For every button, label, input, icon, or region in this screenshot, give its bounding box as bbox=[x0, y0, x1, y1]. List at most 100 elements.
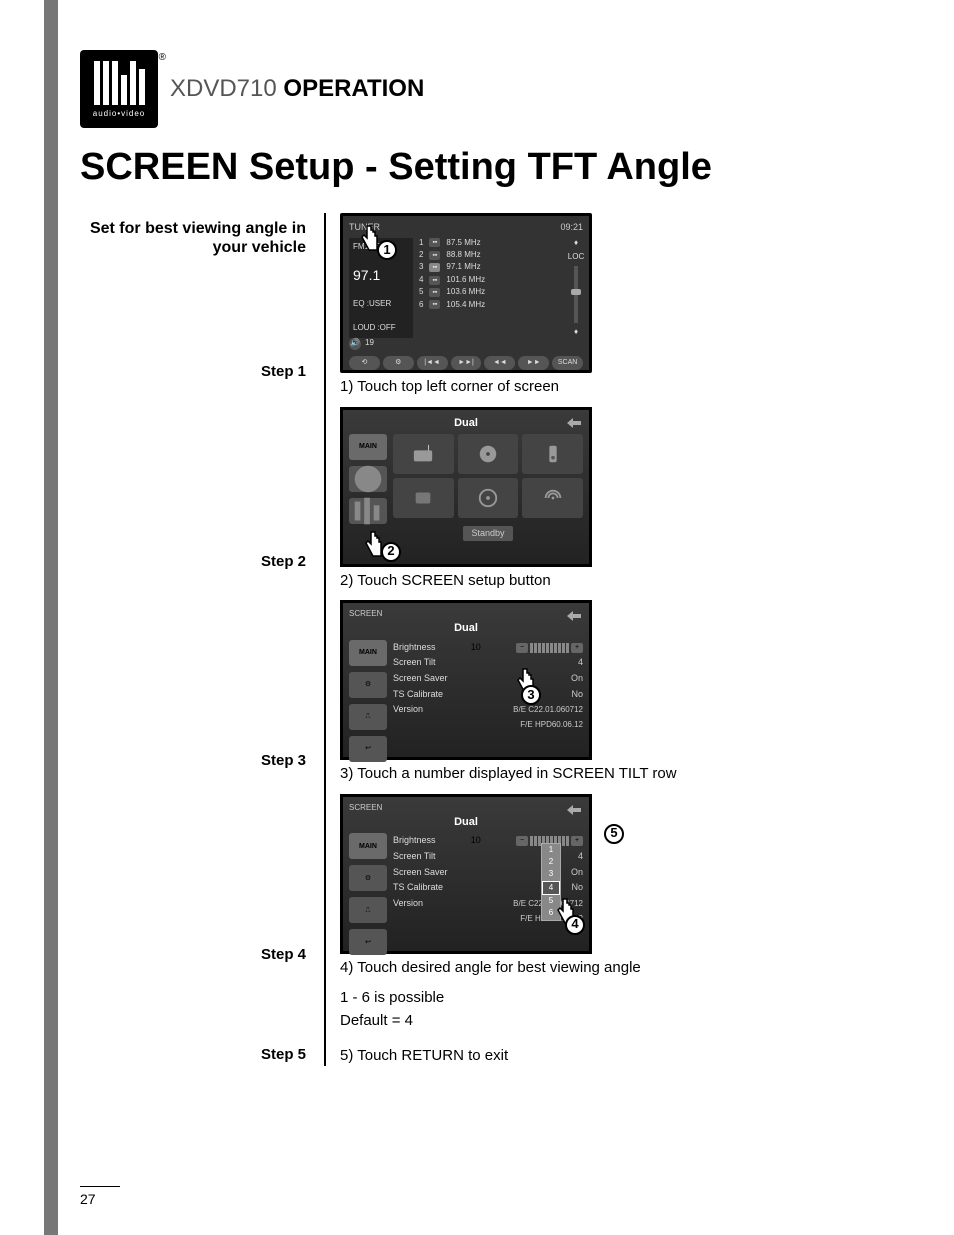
model-number: XDVD710 bbox=[170, 75, 277, 102]
notes: 1 - 6 is possible Default = 4 bbox=[340, 987, 894, 1032]
menu-logo: Dual bbox=[454, 417, 478, 429]
preset-list: 1▪▪87.5 MHz 2▪▪88.8 MHz 3▪▪97.1 MHz 4▪▪1… bbox=[419, 238, 563, 338]
screen-logo: Dual bbox=[349, 621, 583, 635]
step-4-left: Step 4 bbox=[80, 794, 310, 1033]
volume-value: 19 bbox=[365, 338, 374, 348]
step-4-label: Step 4 bbox=[80, 946, 306, 963]
main-menu-screenshot: Dual MAIN Standby bbox=[340, 407, 592, 567]
brightness-value: 10 bbox=[471, 642, 481, 654]
xm-icon bbox=[522, 478, 583, 518]
tuner-clock: 09:21 bbox=[560, 222, 583, 234]
cd-icon bbox=[458, 478, 519, 518]
step-1-label: Step 1 bbox=[80, 363, 306, 380]
version-label: Version bbox=[393, 704, 423, 716]
dropdown-opt-2: 2 bbox=[542, 856, 560, 868]
caption-1: 1) Touch top left corner of screen bbox=[340, 377, 894, 397]
screen-setup-screenshot-1: SCREEN Dual MAIN ⚙⎍↩ Brightness 10 − + bbox=[340, 600, 592, 760]
radio-icon bbox=[393, 434, 454, 474]
standby-label: Standby bbox=[463, 526, 512, 542]
saver-label: Screen Saver bbox=[393, 867, 448, 879]
intro-cell: Set for best viewing angle in your vehic… bbox=[80, 213, 310, 407]
brightness-label: Brightness bbox=[393, 835, 436, 847]
header-title: XDVD710 OPERATION bbox=[170, 75, 424, 103]
main-tab: MAIN bbox=[349, 833, 387, 859]
menu-grid bbox=[393, 434, 583, 518]
version-label: Version bbox=[393, 898, 423, 910]
version-fe: F/E HPD60.06.12 bbox=[397, 720, 583, 730]
screen-logo: Dual bbox=[349, 815, 583, 829]
side-icons: MAIN ⚙⎍↩ bbox=[349, 640, 387, 762]
caption-5: 5) Touch RETURN to exit bbox=[340, 1046, 894, 1066]
callout-5: 5 bbox=[604, 824, 624, 844]
return-icon bbox=[565, 416, 583, 430]
callout-1: 1 bbox=[377, 240, 397, 260]
logo-subtext: audio•video bbox=[93, 109, 146, 118]
preset-1: 87.5 MHz bbox=[446, 238, 480, 248]
separator bbox=[324, 1032, 326, 1066]
page-title: SCREEN Setup - Setting TFT Angle bbox=[80, 146, 894, 189]
tuner-screenshot: TUNER 09:21 FM1 ST 97.1 EQ :USER LOUD :O… bbox=[340, 213, 592, 373]
preset-6: 105.4 MHz bbox=[446, 300, 485, 310]
separator bbox=[324, 794, 326, 1033]
default-note: Default = 4 bbox=[340, 1010, 894, 1033]
preset-5: 103.6 MHz bbox=[446, 287, 485, 297]
step-1-content: TUNER 09:21 FM1 ST 97.1 EQ :USER LOUD :O… bbox=[340, 213, 894, 407]
step-5-label: Step 5 bbox=[80, 1046, 306, 1063]
header-word: OPERATION bbox=[283, 75, 424, 102]
logo-bars bbox=[94, 61, 145, 105]
screen-header: SCREEN bbox=[349, 803, 583, 813]
settings-list: Brightness 10 − + Screen Tilt4 Screen Sa… bbox=[393, 640, 583, 762]
step-2-label: Step 2 bbox=[80, 553, 306, 570]
dropdown-opt-3: 3 bbox=[542, 868, 560, 880]
caption-4: 4) Touch desired angle for best viewing … bbox=[340, 958, 894, 978]
preset-4: 101.6 MHz bbox=[446, 275, 485, 285]
preset-2: 88.8 MHz bbox=[446, 250, 480, 260]
eq-label: EQ :USER bbox=[353, 299, 409, 309]
intro-text: Set for best viewing angle in your vehic… bbox=[80, 213, 306, 257]
brightness-label: Brightness bbox=[393, 642, 436, 654]
freq-value: 97.1 bbox=[353, 267, 380, 283]
brightness-slider: − + bbox=[516, 643, 583, 653]
aux-icon bbox=[393, 478, 454, 518]
callout-4: 4 bbox=[565, 915, 585, 935]
page-edge-stripe bbox=[44, 0, 58, 1235]
registered-mark: ® bbox=[159, 52, 166, 63]
step-5-left: Step 5 bbox=[80, 1032, 310, 1066]
step-4-content: SCREEN Dual MAIN ⚙⎍↩ Brightness 10 − bbox=[340, 794, 894, 1033]
dropdown-opt-1: 1 bbox=[542, 844, 560, 856]
loud-label: LOUD :OFF bbox=[353, 323, 409, 333]
tilt-label: Screen Tilt bbox=[393, 851, 436, 863]
scan-btn: SCAN bbox=[552, 356, 583, 370]
brightness-value: 10 bbox=[471, 835, 481, 847]
side-indicators: ♦ LOC ♦ bbox=[569, 238, 583, 338]
calibrate-label: TS Calibrate bbox=[393, 882, 443, 894]
version-be: B/E C22.01.060712 bbox=[427, 705, 583, 715]
side-icons: MAIN ⚙⎍↩ bbox=[349, 833, 387, 955]
range-note: 1 - 6 is possible bbox=[340, 987, 894, 1010]
step-2-left: Step 2 bbox=[80, 407, 310, 601]
tilt-value: 4 bbox=[440, 851, 583, 863]
step-3-content: SCREEN Dual MAIN ⚙⎍↩ Brightness 10 − + bbox=[340, 600, 894, 794]
calibrate-value: No bbox=[447, 882, 583, 894]
separator bbox=[324, 213, 326, 407]
tilt-value: 4 bbox=[440, 657, 583, 669]
separator bbox=[324, 407, 326, 601]
callout-2: 2 bbox=[381, 542, 401, 562]
return-icon bbox=[565, 803, 583, 817]
caption-2: 2) Touch SCREEN setup button bbox=[340, 571, 894, 591]
loc-label: LOC bbox=[568, 252, 584, 262]
calibrate-label: TS Calibrate bbox=[393, 689, 443, 701]
saver-label: Screen Saver bbox=[393, 673, 448, 685]
screen-setup-screenshot-2: SCREEN Dual MAIN ⚙⎍↩ Brightness 10 − bbox=[340, 794, 592, 954]
ipod-icon bbox=[522, 434, 583, 474]
main-tab: MAIN bbox=[349, 640, 387, 666]
step-2-content: Dual MAIN Standby bbox=[340, 407, 894, 601]
side-icons: MAIN bbox=[349, 434, 387, 542]
header: audio•video ® XDVD710 OPERATION bbox=[80, 50, 894, 128]
tuner-buttons: ⟲⚙|◄◄►►|◄◄►►SCAN bbox=[349, 356, 583, 370]
step-5-content: 5) Touch RETURN to exit bbox=[340, 1032, 894, 1066]
step-3-left: Step 3 bbox=[80, 600, 310, 794]
callout-3: 3 bbox=[521, 685, 541, 705]
dual-logo: audio•video ® bbox=[80, 50, 158, 128]
disc-icon bbox=[458, 434, 519, 474]
